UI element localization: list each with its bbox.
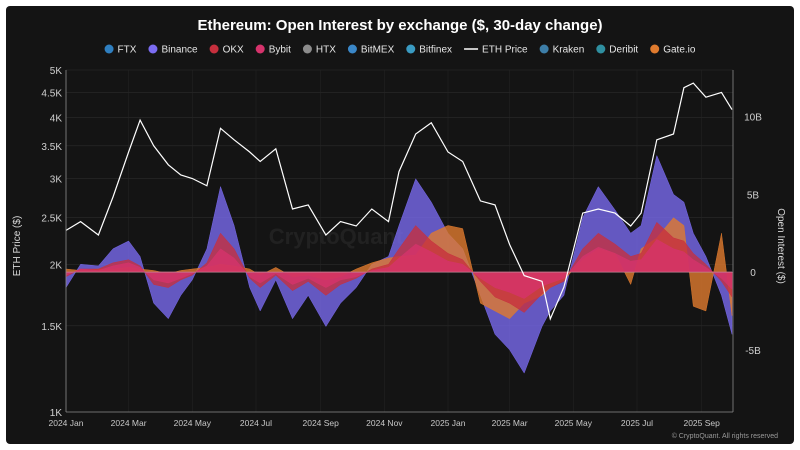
- copyright-footer: © CryptoQuant. All rights reserved: [672, 432, 778, 440]
- legend-dot-icon: [255, 44, 265, 54]
- legend-item-gate-io[interactable]: Gate.io: [650, 44, 696, 56]
- x-tick-label: 2025 Sep: [683, 418, 720, 428]
- series-bybit-area: [65, 239, 733, 299]
- legend-dot-icon: [539, 44, 549, 54]
- chart-frame: Ethereum: Open Interest by exchange ($, …: [6, 6, 794, 444]
- legend-item-bybit[interactable]: Bybit: [255, 44, 291, 56]
- legend-item-bitfinex[interactable]: Bitfinex: [406, 44, 452, 56]
- y-axis-label-right: Open Interest ($): [775, 208, 786, 284]
- legend-dot-icon: [104, 44, 114, 54]
- x-tick-label: 2024 Nov: [366, 418, 403, 428]
- y-tick-right: 0: [750, 268, 756, 279]
- x-tick-label: 2025 Jan: [431, 418, 466, 428]
- y-tick-left: 2.5K: [41, 213, 62, 224]
- y-tick-left: 2K: [50, 261, 63, 272]
- ticks-right: 10B 5B 0 -5B: [744, 113, 762, 357]
- legend-dot-icon: [209, 44, 219, 54]
- legend-label: HTX: [316, 45, 336, 56]
- legend-label: BitMEX: [361, 45, 395, 56]
- y-tick-left: 3K: [50, 175, 63, 186]
- legend-item-bitmex[interactable]: BitMEX: [347, 44, 395, 56]
- ticks-left: 5K 4.5K 4K 3.5K 3K 2.5K 2K 1.5K 1K: [41, 66, 62, 419]
- legend-item-deribit[interactable]: Deribit: [596, 44, 638, 56]
- legend-item-kraken[interactable]: Kraken: [539, 44, 585, 56]
- series-eth-price-line: [65, 82, 733, 321]
- legend-label: Gate.io: [663, 45, 696, 56]
- legend-label: Bybit: [269, 45, 291, 56]
- x-tick-label: 2024 May: [174, 418, 212, 428]
- y-tick-left: 5K: [50, 66, 63, 77]
- legend-label: Deribit: [609, 45, 638, 56]
- x-tick-label: 2024 Mar: [111, 418, 147, 428]
- legend-item-binance[interactable]: Binance: [148, 44, 198, 56]
- legend-dot-icon: [596, 44, 606, 54]
- y-tick-left: 1.5K: [41, 322, 62, 333]
- legend-label: ETH Price: [482, 45, 528, 56]
- legend-dot-icon: [148, 44, 158, 54]
- open-interest-areas: [65, 154, 733, 374]
- chart-svg: Ethereum: Open Interest by exchange ($, …: [12, 17, 786, 440]
- y-tick-right: 5B: [747, 190, 760, 201]
- legend-dot-icon: [302, 44, 312, 54]
- legend-label: Kraken: [553, 45, 585, 56]
- watermark: CryptoQuant: [269, 224, 404, 249]
- legend-item-ftx[interactable]: FTX: [104, 44, 137, 56]
- ticks-x: 2024 Jan 2024 Mar 2024 May 2024 Jul 2024 Sep…: [49, 418, 721, 428]
- legend-dot-icon: [406, 44, 416, 54]
- legend-label: OKX: [223, 45, 244, 56]
- legend-dot-icon: [650, 44, 660, 54]
- legend: FTX Binance OKX Bybit HTX BitMEX Bitfinex ETH P…: [104, 44, 696, 56]
- x-tick-label: 2025 Jul: [621, 418, 653, 428]
- legend-item-eth-price[interactable]: ETH Price: [464, 45, 528, 56]
- y-tick-right: 10B: [744, 113, 762, 124]
- x-tick-label: 2025 Mar: [492, 418, 528, 428]
- y-tick-left: 1K: [50, 408, 63, 419]
- y-tick-left: 4.5K: [41, 88, 62, 99]
- legend-dot-icon: [347, 44, 357, 54]
- legend-label: FTX: [118, 45, 137, 56]
- x-tick-label: 2024 Jan: [49, 418, 84, 428]
- y-tick-left: 4K: [50, 113, 63, 124]
- y-tick-right: -5B: [745, 346, 761, 357]
- legend-item-okx[interactable]: OKX: [209, 44, 244, 56]
- y-tick-left: 3.5K: [41, 142, 62, 153]
- x-tick-label: 2024 Jul: [240, 418, 272, 428]
- legend-item-htx[interactable]: HTX: [302, 44, 336, 56]
- y-axis-label-left: ETH Price ($): [12, 216, 23, 277]
- x-tick-label: 2024 Sep: [302, 418, 339, 428]
- legend-label: Binance: [161, 45, 198, 56]
- chart-title: Ethereum: Open Interest by exchange ($, …: [197, 17, 602, 34]
- legend-label: Bitfinex: [419, 45, 452, 56]
- x-tick-label: 2025 May: [555, 418, 593, 428]
